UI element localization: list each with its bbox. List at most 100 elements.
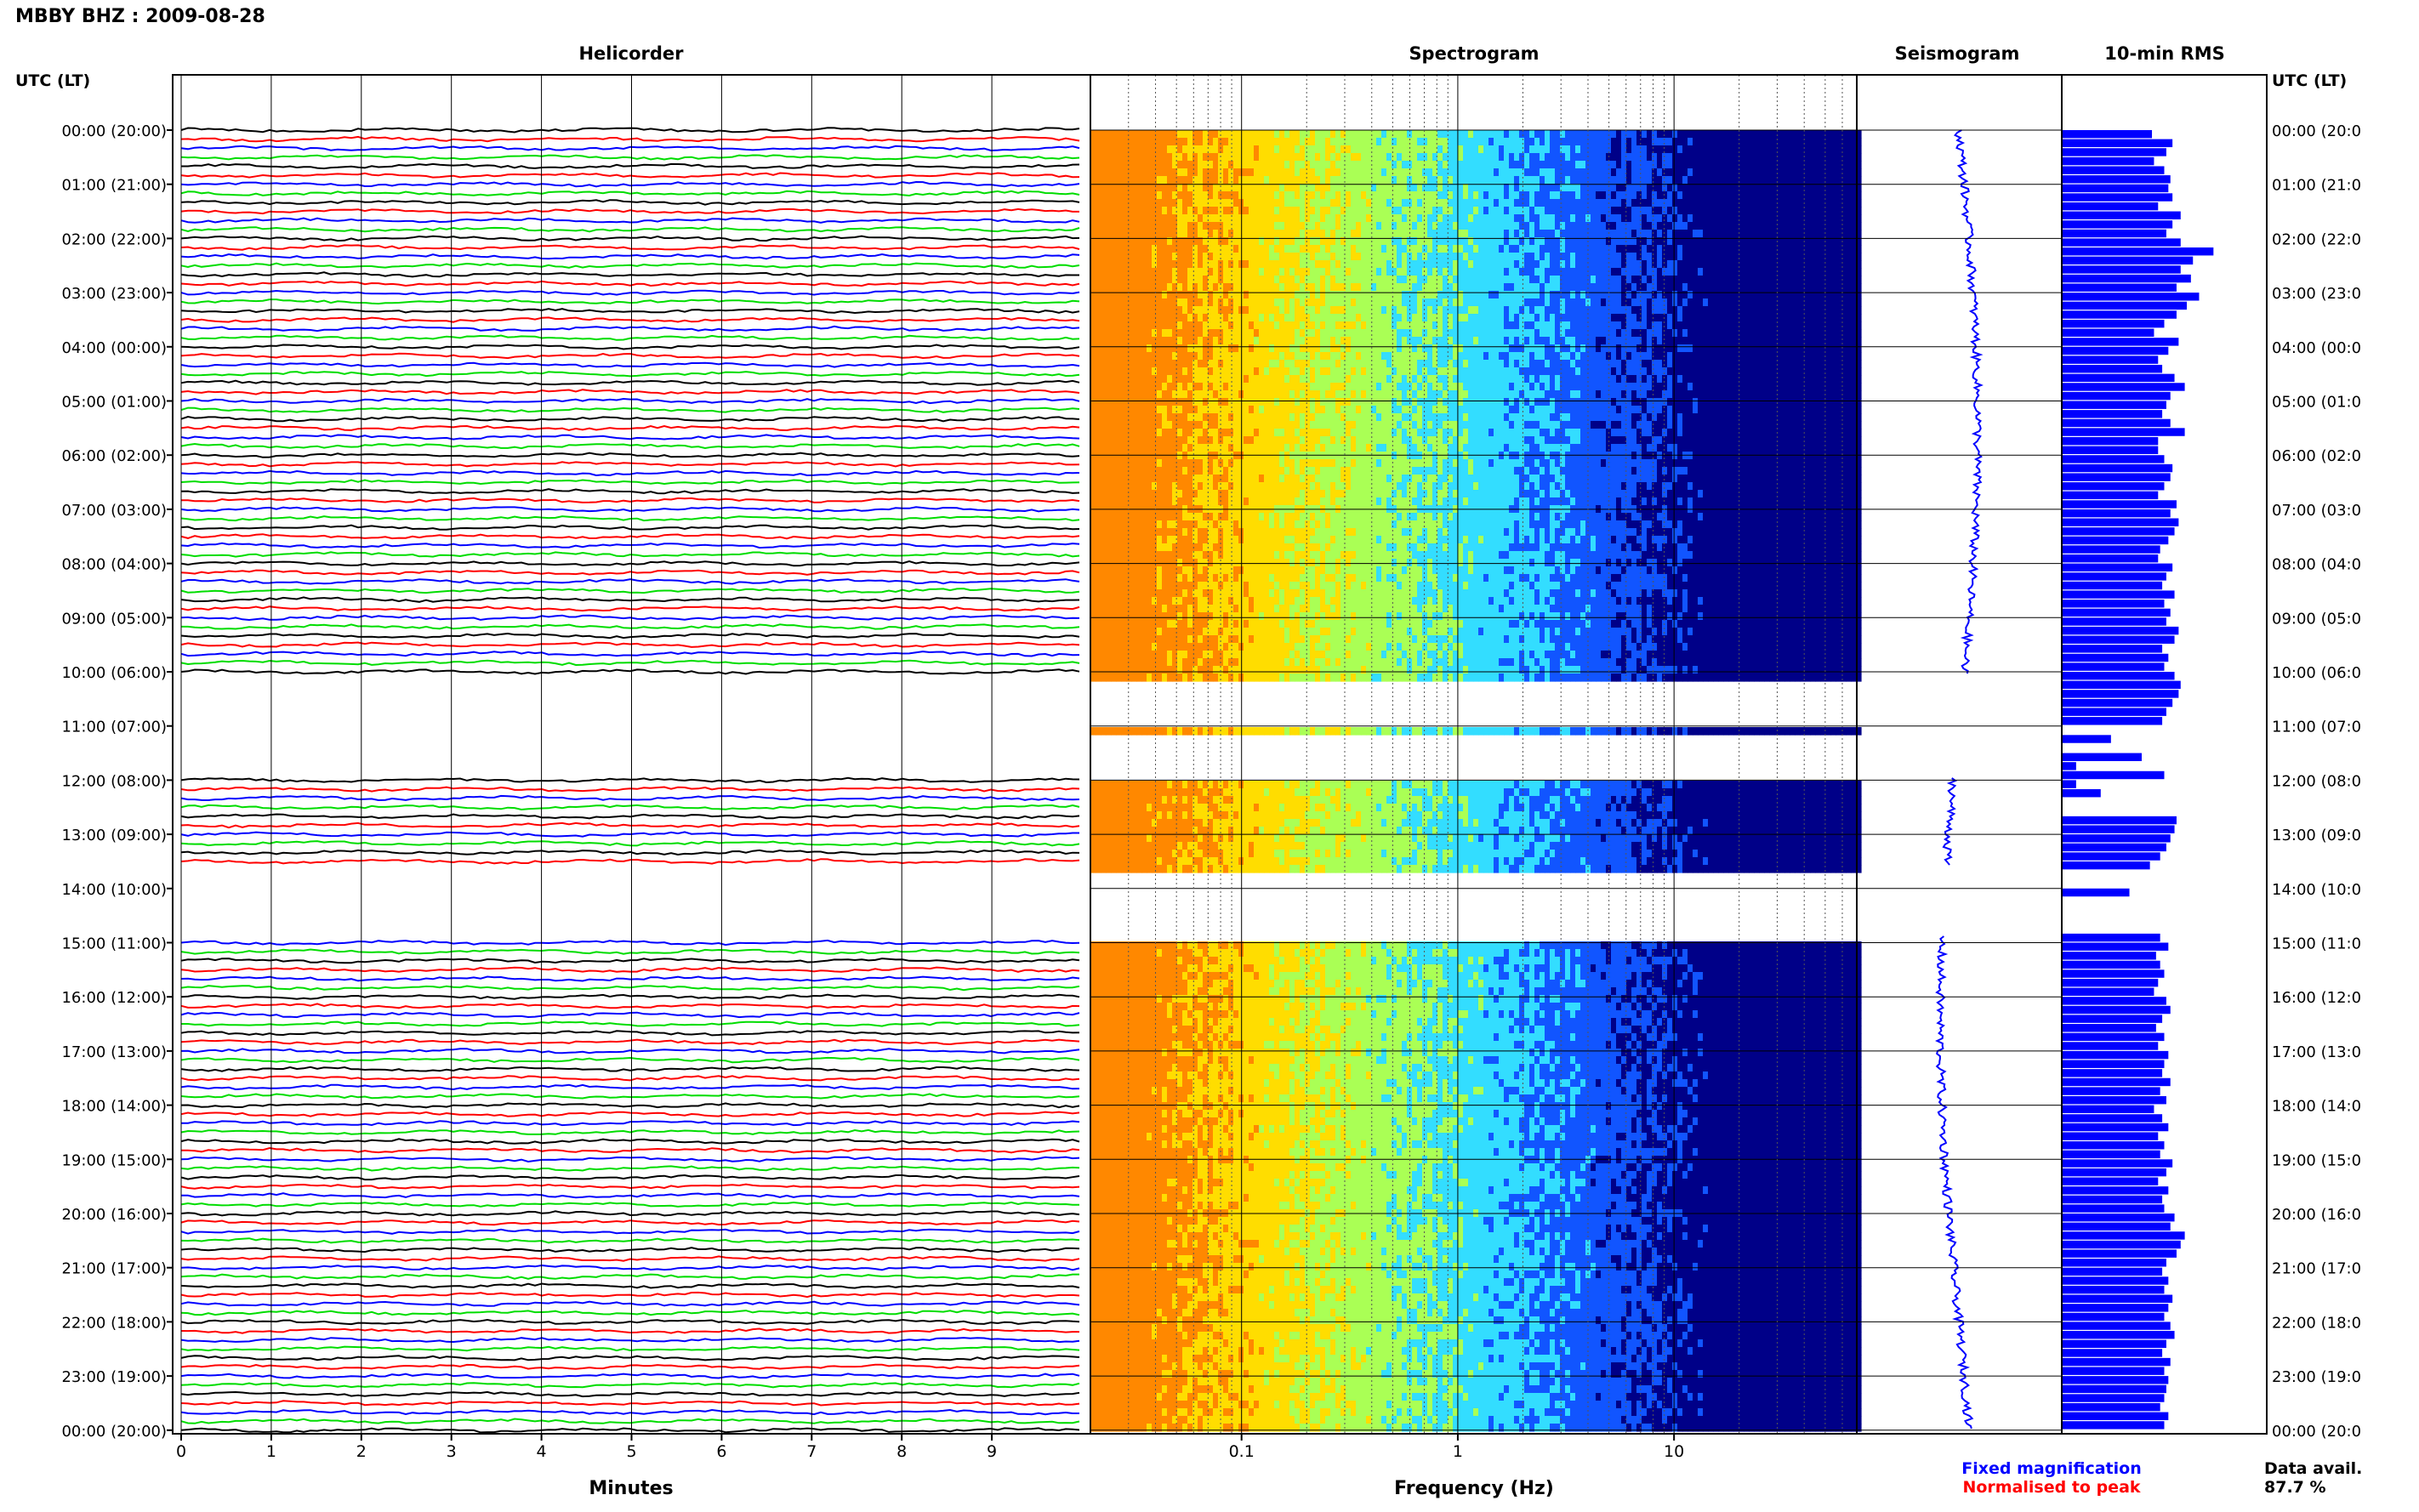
- spectrogram-cell: [1468, 291, 1474, 299]
- spectrogram-cell: [1504, 145, 1510, 154]
- spectrogram-cell: [1703, 298, 1709, 307]
- spectrogram-cell: [1269, 214, 1275, 223]
- spectrogram-cell: [1693, 184, 1699, 192]
- spectrogram-cell: [1167, 276, 1173, 284]
- spectrogram-cell: [1453, 306, 1459, 315]
- spectrogram-cell: [1509, 268, 1515, 276]
- spectrogram-cell: [1218, 214, 1224, 223]
- spectrogram-cell: [1585, 260, 1591, 269]
- spectrogram-cell: [1540, 230, 1545, 238]
- spectrogram-cell: [1315, 199, 1321, 207]
- spectrogram-cell: [1488, 253, 1494, 261]
- spectrogram-cell: [1192, 230, 1198, 238]
- spectrogram-cell: [1167, 161, 1173, 169]
- spectrogram-cell: [1524, 352, 1530, 361]
- spectrogram-cell: [1841, 214, 1847, 223]
- spectrogram-cell: [1417, 276, 1423, 284]
- spectrogram-cell: [1172, 367, 1178, 376]
- spectrogram-cell: [1264, 207, 1270, 215]
- spectrogram-cell: [1136, 314, 1142, 322]
- spectrogram-cell: [1187, 230, 1193, 238]
- spectrogram-cell: [1774, 245, 1780, 253]
- spectrogram-cell: [1626, 298, 1632, 307]
- spectrogram-cell: [1733, 298, 1739, 307]
- spectrogram-cell: [1437, 314, 1443, 322]
- spectrogram-cell: [1259, 161, 1265, 169]
- spectrogram-cell: [1555, 268, 1561, 276]
- spectrogram-cell: [1228, 130, 1234, 139]
- spectrogram-cell: [1733, 138, 1739, 146]
- spectrogram-cell: [1320, 321, 1326, 330]
- spectrogram-cell: [1157, 161, 1163, 169]
- spectrogram-cell: [1167, 153, 1173, 162]
- spectrogram-cell: [1514, 237, 1520, 246]
- spectrogram-cell: [1483, 176, 1489, 185]
- spectrogram-cell: [1371, 283, 1377, 292]
- spectrogram-cell: [1504, 367, 1510, 376]
- spectrogram-cell: [1642, 329, 1648, 338]
- spectrogram-cell: [1386, 191, 1392, 200]
- spectrogram-cell: [1407, 329, 1413, 338]
- spectrogram-cell: [1162, 306, 1168, 315]
- spectrogram-cell: [1366, 291, 1372, 299]
- spectrogram-cell: [1764, 253, 1770, 261]
- spectrogram-cell: [1514, 145, 1520, 154]
- spectrogram-cell: [1759, 314, 1765, 322]
- spectrogram-cell: [1836, 145, 1841, 154]
- spectrogram-cell: [1744, 199, 1750, 207]
- spectrogram-cell: [1800, 184, 1806, 192]
- spectrogram-cell: [1739, 276, 1745, 284]
- spectrogram-cell: [1769, 130, 1775, 139]
- spectrogram-cell: [1529, 360, 1535, 368]
- spectrogram-cell: [1249, 168, 1255, 177]
- spectrogram-cell: [1529, 298, 1535, 307]
- spectrogram-cell: [1636, 237, 1642, 246]
- spectrogram-cell: [1728, 306, 1734, 315]
- spectrogram-cell: [1351, 230, 1357, 238]
- spectrogram-cell: [1749, 214, 1755, 223]
- spectrogram-cell: [1519, 237, 1525, 246]
- spectrogram-cell: [1795, 276, 1801, 284]
- spectrogram-cell: [1310, 314, 1316, 322]
- spectrogram-cell: [1417, 329, 1423, 338]
- spectrogram-cell: [1509, 199, 1515, 207]
- spectrogram-cell: [1667, 352, 1673, 361]
- spectrogram-cell: [1611, 344, 1617, 353]
- spectrogram-cell: [1244, 268, 1249, 276]
- spectrogram-cell: [1249, 268, 1255, 276]
- spectrogram-cell: [1443, 276, 1449, 284]
- spectrogram-cell: [1274, 230, 1280, 238]
- spectrogram-cell: [1386, 321, 1392, 330]
- spectrogram-cell: [1626, 253, 1632, 261]
- spectrogram-cell: [1596, 352, 1602, 361]
- spectrogram-cell: [1172, 176, 1178, 185]
- spectrogram-cell: [1376, 161, 1382, 169]
- spectrogram-cell: [1228, 207, 1234, 215]
- spectrogram-cell: [1412, 153, 1418, 162]
- spectrogram-cell: [1335, 214, 1341, 223]
- spectrogram-cell: [1524, 276, 1530, 284]
- spectrogram-cell: [1381, 214, 1387, 223]
- spectrogram-cell: [1330, 337, 1336, 345]
- spectrogram-cell: [1090, 337, 1096, 345]
- spectrogram-cell: [1601, 230, 1607, 238]
- spectrogram-cell: [1514, 130, 1520, 139]
- spectrogram-cell: [1325, 199, 1331, 207]
- spectrogram-cell: [1825, 230, 1831, 238]
- spectrogram-cell: [1856, 145, 1862, 154]
- spectrogram-cell: [1836, 306, 1841, 315]
- spectrogram-cell: [1249, 253, 1255, 261]
- spectrogram-cell: [1152, 360, 1158, 368]
- spectrogram-cell: [1448, 268, 1454, 276]
- spectrogram-cell: [1463, 367, 1469, 376]
- spectrogram-cell: [1187, 191, 1193, 200]
- spectrogram-cell: [1591, 291, 1597, 299]
- spectrogram-cell: [1642, 237, 1648, 246]
- spectrogram-cell: [1621, 260, 1627, 269]
- spectrogram-cell: [1147, 184, 1153, 192]
- spectrogram-cell: [1269, 130, 1275, 139]
- spectrogram-cell: [1575, 260, 1581, 269]
- spectrogram-cell: [1187, 184, 1193, 192]
- spectrogram-cell: [1744, 161, 1750, 169]
- spectrogram-cell: [1244, 222, 1249, 230]
